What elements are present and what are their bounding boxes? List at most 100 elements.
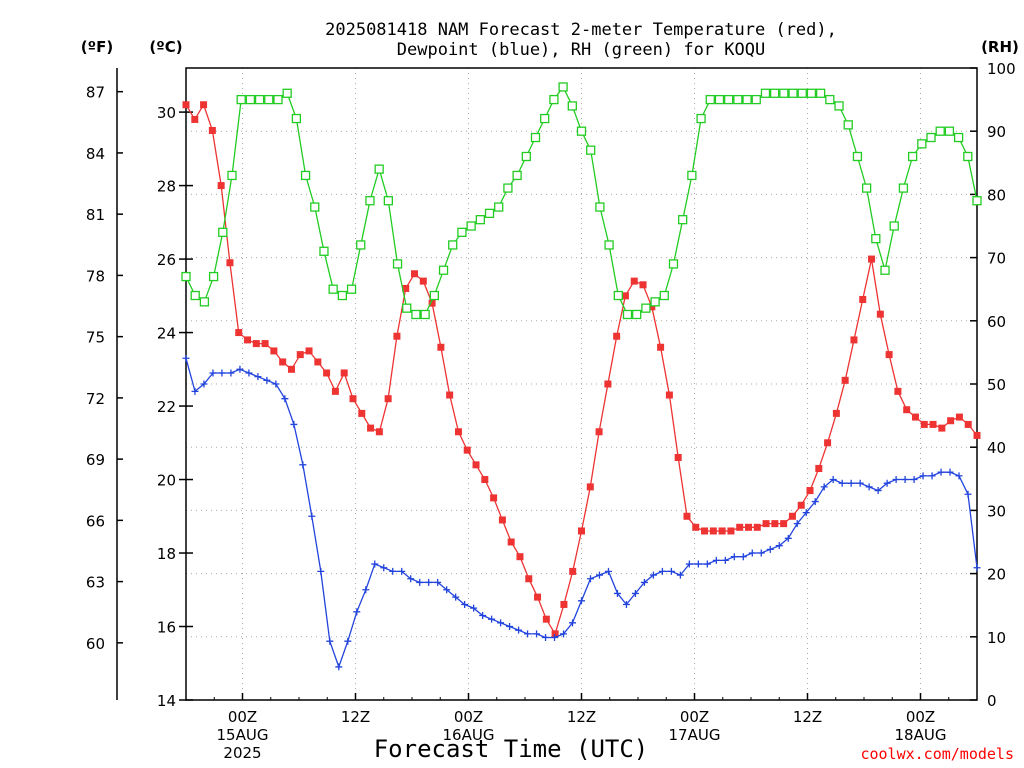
- rh-point: [392, 259, 403, 269]
- x-tick-label: 12Z: [567, 708, 596, 726]
- fahrenheit-tick-label: 87: [86, 84, 105, 102]
- dewpoint-point: [919, 472, 927, 480]
- temperature-point: [718, 527, 726, 535]
- dewpoint-point: [613, 589, 621, 597]
- rh-point: [365, 196, 375, 206]
- chart-title-line2: Dewpoint (blue), RH (green) for KOQU: [397, 40, 765, 60]
- rh-tick-label: 60: [987, 313, 1006, 331]
- dewpoint-point: [506, 623, 514, 631]
- rh-point: [282, 88, 292, 98]
- rh-point: [797, 88, 807, 98]
- chart-title-line1: 2025081418 NAM Forecast 2-meter Temperat…: [325, 20, 837, 40]
- fahrenheit-tick-label: 72: [86, 390, 105, 408]
- rh-point: [448, 240, 458, 250]
- dewpoint-point: [497, 619, 505, 627]
- temperature-point: [771, 520, 779, 528]
- credit-text: coolwx.com/models: [860, 745, 1014, 763]
- temperature-point: [595, 428, 603, 436]
- dewpoint-point: [515, 626, 523, 634]
- x-tick-label: 12Z: [793, 708, 822, 726]
- temperature-point: [885, 351, 893, 359]
- dewpoint-series: [182, 354, 981, 671]
- rh-tick-label: 90: [987, 123, 1006, 141]
- temperature-point: [683, 512, 691, 520]
- rh-tick-label: 30: [987, 502, 1006, 520]
- rh-tick-label: 50: [987, 376, 1006, 394]
- temperature-point: [419, 277, 427, 285]
- dewpoint-point: [973, 564, 981, 572]
- rh-point: [779, 88, 789, 98]
- temperature-point: [824, 439, 832, 447]
- temperature-point: [630, 277, 638, 285]
- temperature-point: [244, 336, 252, 344]
- dewpoint-point: [676, 571, 684, 579]
- dewpoint-point: [227, 369, 235, 377]
- rh-tick-label: 40: [987, 439, 1006, 457]
- rh-tick-label: 10: [987, 629, 1006, 647]
- temperature-point: [340, 369, 348, 377]
- rh-line: [185, 85, 978, 316]
- rh-point: [917, 139, 927, 149]
- temperature-point: [551, 630, 559, 638]
- temperature-point: [191, 115, 199, 123]
- dewpoint-point: [389, 567, 397, 575]
- dewpoint-point: [712, 556, 720, 564]
- temperature-point: [920, 420, 928, 428]
- rh-point: [788, 88, 798, 98]
- temperature-point: [973, 431, 981, 439]
- rh-point: [705, 94, 715, 105]
- rh-point: [926, 132, 936, 143]
- temperature-point: [621, 292, 629, 300]
- x-axis-label: Forecast Time (UTC): [374, 735, 649, 763]
- dewpoint-point: [344, 637, 352, 645]
- dewpoint-point: [524, 630, 532, 638]
- celsius-tick-label: 18: [157, 545, 176, 563]
- dewpoint-point: [640, 578, 648, 586]
- temperature-point: [287, 365, 295, 373]
- temperature-point: [604, 380, 612, 388]
- rh-point: [604, 240, 614, 250]
- temperature-point: [393, 332, 401, 340]
- dewpoint-point: [452, 593, 460, 601]
- temperature-point: [850, 336, 858, 344]
- rh-point: [208, 271, 219, 282]
- dewpoint-point: [308, 512, 316, 520]
- rh-point: [402, 303, 412, 313]
- dewpoint-point: [380, 564, 388, 572]
- dewpoint-point: [766, 545, 774, 553]
- dewpoint-point: [191, 387, 199, 395]
- celsius-axis-unit: (ºC): [149, 38, 182, 56]
- temperature-point: [490, 494, 498, 502]
- rh-point: [613, 290, 623, 301]
- temperature-point: [736, 523, 744, 531]
- rh-point: [650, 297, 660, 307]
- dewpoint-point: [964, 490, 972, 498]
- dewpoint-point: [200, 380, 208, 388]
- rh-point: [236, 94, 246, 105]
- dewpoint-point: [793, 520, 801, 528]
- x-tick-year: 2025: [223, 744, 261, 762]
- rh-point: [724, 94, 734, 105]
- temperature-point: [815, 465, 823, 473]
- fahrenheit-tick-label: 78: [86, 267, 105, 285]
- temperature-point: [270, 347, 278, 355]
- rh-point: [319, 246, 329, 256]
- temperature-point: [349, 395, 357, 403]
- rh-point: [273, 94, 283, 105]
- rh-point: [834, 101, 844, 111]
- temperature-point: [261, 340, 269, 348]
- dewpoint-point: [443, 586, 451, 594]
- temperature-point: [296, 351, 304, 359]
- temperature-point: [463, 446, 471, 454]
- dewpoint-point: [542, 634, 550, 642]
- rh-tick-label: 0: [987, 692, 997, 710]
- rh-tick-label: 20: [987, 566, 1006, 584]
- dewpoint-point: [281, 395, 289, 403]
- rh-point: [760, 88, 771, 98]
- fahrenheit-tick-label: 69: [86, 451, 105, 469]
- temperature-point: [788, 512, 796, 520]
- rh-point: [586, 145, 596, 155]
- temperature-point: [525, 575, 533, 583]
- rh-point: [181, 271, 191, 282]
- temperature-point: [947, 417, 955, 425]
